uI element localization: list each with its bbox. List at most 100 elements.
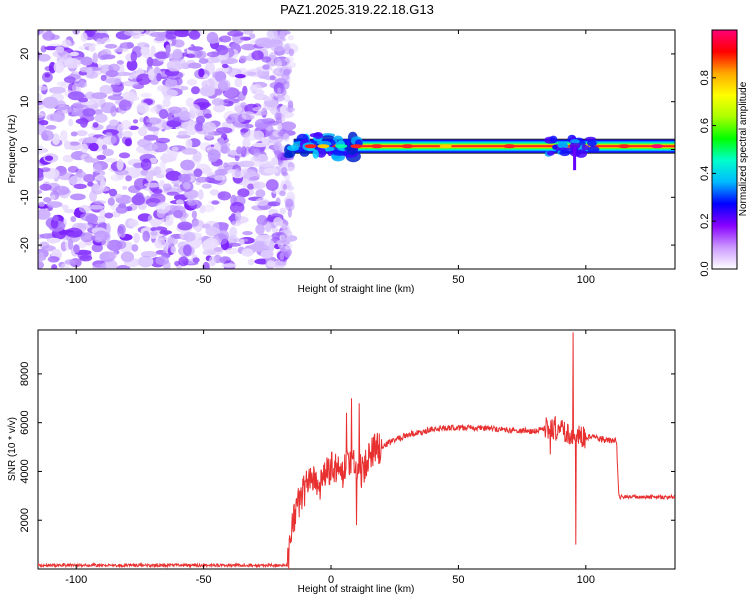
colorbar-ticks: 0.0 0.2 0.4 0.6 0.8 [699, 70, 716, 277]
noise-blob [96, 154, 107, 160]
noise-blob [273, 217, 283, 227]
x-tick-label: -50 [196, 274, 212, 286]
noise-blob [188, 46, 204, 51]
noise-blob [243, 30, 254, 35]
noise-blob [281, 233, 287, 243]
noise-blob [241, 43, 256, 51]
noise-blob [223, 98, 240, 104]
noise-blob [161, 89, 178, 98]
noise-blob [157, 85, 167, 92]
noise-blob [144, 182, 161, 188]
noise-blob [73, 183, 87, 190]
noise-blob [79, 79, 85, 88]
noise-blob [137, 255, 154, 268]
noise-blob [162, 183, 172, 191]
noise-blob [211, 98, 225, 106]
noise-blob [148, 68, 155, 81]
noise-blob [38, 125, 48, 133]
noise-blob [226, 242, 242, 247]
snr-series-line [38, 332, 675, 569]
noise-blob [281, 87, 287, 97]
noise-blob [179, 169, 192, 174]
noise-blob [94, 237, 103, 243]
noise-blob [128, 125, 139, 130]
noise-blob [68, 175, 85, 186]
noise-blob [154, 66, 161, 75]
noise-blob [50, 194, 56, 200]
noise-blob [240, 146, 247, 158]
y-tick-label: 6000 [19, 410, 31, 434]
noise-blob [166, 59, 183, 72]
noise-blob [38, 260, 44, 269]
noise-blob [80, 56, 93, 66]
noise-blob [102, 137, 110, 145]
noise-blob [115, 205, 128, 214]
noise-blob [237, 160, 255, 168]
snr-marks [38, 332, 675, 569]
noise-blob [203, 113, 212, 119]
noise-blob [227, 30, 244, 37]
noise-blob [254, 118, 269, 129]
noise-blob [100, 74, 107, 82]
noise-blob [41, 167, 51, 173]
noise-blob [38, 30, 44, 36]
noise-blob [109, 119, 119, 126]
noise-blob [265, 179, 279, 191]
noise-blob [159, 230, 172, 235]
noise-blob [191, 86, 200, 95]
signal-band-layer [293, 145, 675, 148]
noise-blob [44, 73, 51, 78]
noise-blob [180, 216, 187, 223]
noise-blob [125, 175, 132, 182]
noise-blob [136, 103, 149, 113]
signal-core [304, 144, 317, 149]
noise-blob [197, 189, 204, 200]
noise-blob [166, 120, 182, 128]
snr-panel: -100 -50 0 50 100 2000 4000 6000 8000 Height of … [7, 329, 676, 595]
noise-blob [286, 185, 295, 191]
noise-blob [96, 30, 107, 34]
noise-blob [131, 244, 139, 252]
noise-blob [39, 183, 52, 191]
noise-blob [160, 241, 173, 246]
noise-blob [41, 130, 54, 141]
noise-blob [183, 231, 196, 242]
signal-blob [549, 135, 558, 144]
noise-blob [114, 169, 129, 176]
noise-blob [284, 244, 291, 250]
noise-blob [199, 205, 206, 214]
figure-title: PAZ1.2025.319.22.18.G13 [280, 2, 434, 17]
noise-blob [46, 30, 52, 39]
noise-blob [229, 201, 245, 214]
noise-blob [173, 39, 185, 48]
noise-blob [170, 246, 177, 254]
colorbar: 0.0 0.2 0.4 0.6 0.8 Normalized spectral ampl… [699, 29, 749, 277]
noise-blob [99, 209, 106, 219]
noise-blob [165, 170, 182, 181]
noise-blob [108, 188, 118, 197]
noise-blob [173, 194, 189, 201]
noise-blob [91, 92, 108, 99]
noise-blob [38, 30, 41, 37]
x-tick-label: 50 [452, 574, 464, 586]
noise-blob [208, 256, 217, 267]
noise-blob [118, 99, 132, 111]
noise-blob [281, 73, 290, 81]
x-tick-label: -100 [65, 274, 87, 286]
noise-blob [281, 171, 289, 177]
noise-blob [128, 185, 141, 194]
noise-blob [67, 165, 79, 173]
noise-blob [271, 227, 279, 233]
snr-axes: -100 -50 0 50 100 2000 4000 6000 8000 [19, 330, 675, 586]
noise-blob [236, 146, 243, 155]
noise-blob [77, 241, 87, 249]
noise-blob [154, 51, 171, 59]
noise-blob [185, 138, 193, 150]
noise-blob [204, 220, 220, 232]
noise-blob [86, 67, 93, 76]
noise-blob [247, 183, 255, 190]
noise-blob [100, 54, 116, 60]
noise-blob [209, 189, 220, 196]
colorbar-tick-label: 0.2 [699, 214, 711, 229]
snr-xlabel: Height of straight line (km) [298, 584, 415, 595]
